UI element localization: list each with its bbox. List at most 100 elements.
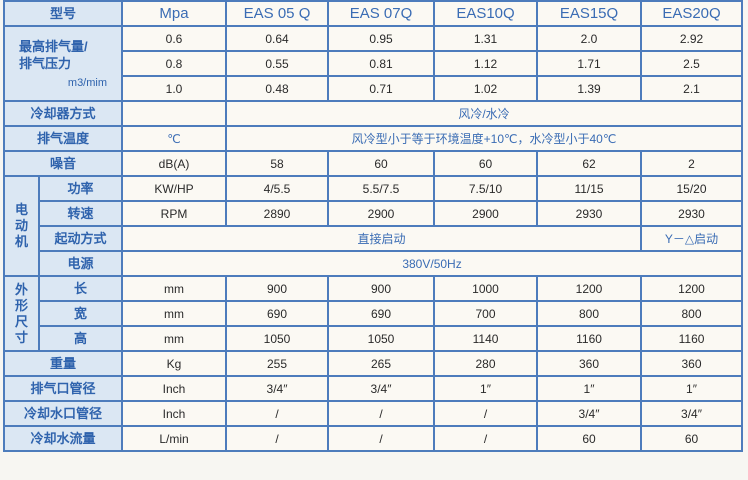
pressure: 0.6 [121,25,228,52]
cell: 2900 [433,200,539,227]
cell: 5.5/7.5 [327,175,436,202]
water-flow-label: 冷却水流量 [2,425,124,452]
cell: 265 [327,350,436,377]
cooling-value: 风冷/水冷 [225,100,744,127]
power-supply-label: 电源 [37,250,124,277]
table-row: 冷却水流量 L/min / / / 60 60 [2,425,744,452]
table-row: 重量 Kg 255 265 280 360 360 [2,350,744,377]
width-label: 宽 [37,300,124,327]
cell: 280 [433,350,539,377]
cell: 1160 [536,325,643,352]
cell: 255 [225,350,330,377]
power-supply-value: 380V/50Hz [121,250,744,277]
unit: Inch [121,400,228,427]
unit: Kg [121,350,228,377]
cell: 60 [433,150,539,177]
cell: 2.0 [536,25,643,52]
unit: dB(A) [121,150,228,177]
cell: 0.71 [327,75,436,102]
cell: 1.12 [433,50,539,77]
cell: 800 [536,300,643,327]
table-row: 排气温度 ℃ 风冷型小于等于环境温度+10℃，水冷型小于40℃ [2,125,744,152]
model-header: EAS 05 Q [225,0,330,27]
cell: 3/4″ [536,400,643,427]
unit: ℃ [121,125,228,152]
exhaust-temp-label: 排气温度 [2,125,124,152]
cell: 2 [640,150,744,177]
cell: 1160 [640,325,744,352]
cell: 1.31 [433,25,539,52]
cell: / [225,425,330,452]
model-label: 型号 [2,0,124,27]
pressure: 1.0 [121,75,228,102]
unit: KW/HP [121,175,228,202]
cell: 0.48 [225,75,330,102]
cell: 2930 [640,200,744,227]
cell: 1″ [536,375,643,402]
cooling-label: 冷却器方式 [2,100,124,127]
cell: 0.95 [327,25,436,52]
start-label: 起动方式 [37,225,124,252]
cell: 1050 [225,325,330,352]
start-value: 直接启动 [121,225,643,252]
table-row: 转速 RPM 2890 2900 2900 2930 2930 [4,200,744,227]
cell: 1050 [327,325,436,352]
cell: 1.71 [536,50,643,77]
cell: 1000 [433,275,539,302]
cell: / [327,425,436,452]
cell: / [433,400,539,427]
table-row: 1.0 0.48 0.71 1.02 1.39 2.1 [4,75,744,102]
table-row: 电源 380V/50Hz [4,250,744,277]
table-row: 高 mm 1050 1050 1140 1160 1160 [4,325,744,352]
cell [121,100,228,127]
cell: 3/4″ [640,400,744,427]
table-row: 外形尺寸 长 mm 900 900 1000 1200 1200 [3,275,744,352]
dimensions-label: 外形尺寸 [14,281,28,345]
table-row: 排气口管径 Inch 3/4″ 3/4″ 1″ 1″ 1″ [2,375,744,402]
height-label: 高 [37,325,124,352]
cell: 690 [225,300,330,327]
cell: 0.55 [225,50,330,77]
model-header: EAS 07Q [327,0,436,27]
cell: 11/15 [536,175,643,202]
cell: 2.92 [640,25,744,52]
pressure: 0.8 [121,50,228,77]
unit: mm [121,275,228,302]
length-label: 长 [37,275,124,302]
unit: RPM [121,200,228,227]
cell: / [225,400,330,427]
cell: 2.1 [640,75,744,102]
model-header: EAS10Q [433,0,539,27]
cell: 2890 [225,200,330,227]
cell: 800 [640,300,744,327]
header-row: 型号 Mpa EAS 05 Q EAS 07Q EAS10Q EAS15Q EA… [2,0,744,27]
cell: 1.39 [536,75,643,102]
cell: 2.5 [640,50,744,77]
unit: mm [121,300,228,327]
noise-label: 噪音 [2,150,124,177]
cell: 900 [327,275,436,302]
cell: 1200 [640,275,744,302]
cell: 1″ [433,375,539,402]
cell: 1″ [640,375,744,402]
cell: 7.5/10 [433,175,539,202]
cell: 700 [433,300,539,327]
table-row: 电动机 功率 KW/HP 4/5.5 5.5/7.5 7.5/10 11/15 … [3,175,744,277]
start-value-last: Y－△启动 [640,225,744,252]
cell: 2900 [327,200,436,227]
motor-label: 电动机 [14,202,28,249]
flow-unit: m3/mim [67,76,108,89]
cell: / [433,425,539,452]
cell: 3/4″ [327,375,436,402]
cell: 60 [327,150,436,177]
cell: 60 [640,425,744,452]
cell: 0.81 [327,50,436,77]
flow-label-cell: 最高排气量/排气压力 m3/mim [2,25,124,102]
power-label: 功率 [37,175,124,202]
table-row: 起动方式 直接启动 Y－△启动 [4,225,744,252]
water-pipe-label: 冷却水口管径 [2,400,124,427]
table-row: 冷却器方式 风冷/水冷 [2,100,744,127]
exhaust-temp-value: 风冷型小于等于环境温度+10℃，水冷型小于40℃ [225,125,744,152]
dimensions-group-label: 外形尺寸 [3,275,40,352]
table-row: 宽 mm 690 690 700 800 800 [4,300,744,327]
